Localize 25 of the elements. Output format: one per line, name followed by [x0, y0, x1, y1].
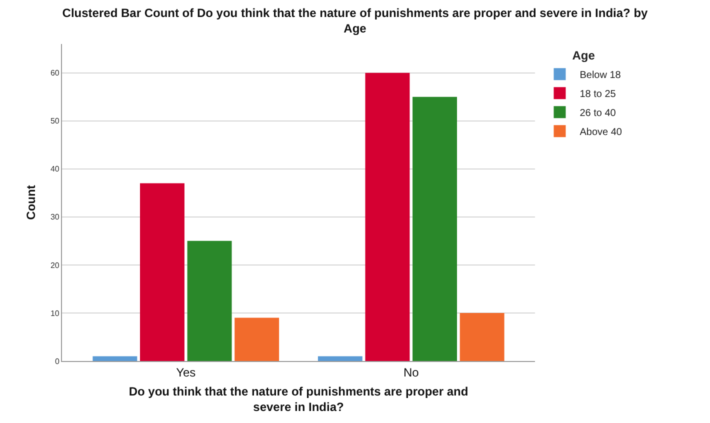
bar — [365, 72, 410, 361]
y-axis-title: Count — [24, 185, 38, 220]
legend-label: 26 to 40 — [580, 108, 616, 119]
y-tick-label: 10 — [50, 308, 60, 318]
y-tick-label: 60 — [50, 68, 60, 78]
legend-label: Below 18 — [580, 70, 622, 81]
bar — [234, 318, 280, 361]
x-axis-title: Do you think that the nature of punishments are proper and severe in India? — [128, 384, 468, 414]
y-tick-label: 40 — [50, 164, 60, 174]
chart-title: Clustered Bar Count of Do you think that the nature of punishments are proper and severe in India? by Age — [62, 6, 648, 36]
x-tick-label: Yes — [176, 365, 196, 380]
bar — [140, 183, 184, 361]
y-tick-label: 20 — [50, 260, 60, 270]
bar — [460, 312, 504, 361]
bar — [318, 356, 362, 361]
y-tick-label: 50 — [50, 116, 60, 126]
legend-label: Above 40 — [580, 127, 622, 138]
bar — [92, 356, 138, 361]
legend-title: Age — [572, 48, 596, 63]
y-tick-label: 0 — [54, 356, 60, 366]
y-tick-label: 30 — [50, 212, 60, 222]
bar — [187, 240, 232, 361]
bar — [412, 96, 457, 361]
x-tick-label: No — [403, 365, 420, 380]
legend-label: 18 to 25 — [580, 89, 616, 100]
